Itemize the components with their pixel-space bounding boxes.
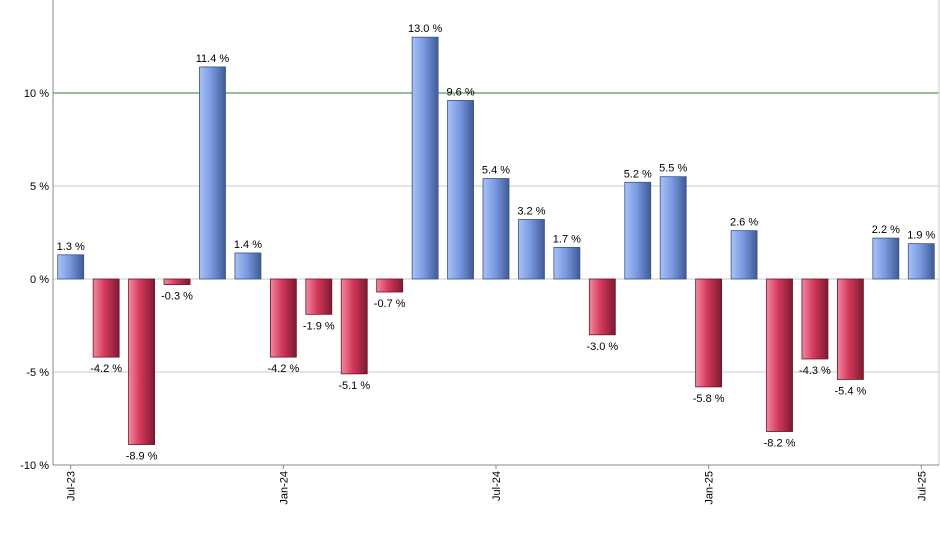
bar xyxy=(482,178,510,280)
bars xyxy=(57,36,935,445)
bar xyxy=(305,278,333,315)
y-tick-label: 0 % xyxy=(30,274,49,286)
y-tick-label: -5 % xyxy=(26,367,49,379)
x-tick-label: Jul-23 xyxy=(66,471,78,501)
bar xyxy=(163,278,191,285)
bar xyxy=(199,66,226,280)
bar xyxy=(801,278,829,360)
y-tick-label: -10 % xyxy=(20,460,49,472)
bar xyxy=(872,237,900,280)
bar-value-label: 3.2 % xyxy=(517,205,545,217)
bar-value-label: -8.9 % xyxy=(126,451,158,463)
x-axis-tick-labels: Jul-23 Jan-24 Jul-24 Jan-25 Jul-25 xyxy=(66,471,929,505)
bar-value-label: -8.2 % xyxy=(764,438,796,450)
bar-value-label: 5.5 % xyxy=(659,163,687,175)
bar xyxy=(234,252,262,280)
bar xyxy=(376,278,404,293)
bar xyxy=(907,243,935,280)
x-tick-label: Jan-25 xyxy=(704,471,716,505)
y-axis-tick-labels: 10 % 5 % 0 % -5 % -10 % xyxy=(20,88,49,472)
bar-value-label: -3.0 % xyxy=(586,341,618,353)
x-tick-label: Jul-24 xyxy=(491,471,503,501)
axes xyxy=(52,0,940,469)
bar-value-label: 9.6 % xyxy=(446,86,474,98)
x-tick-label: Jan-24 xyxy=(278,471,290,505)
bar xyxy=(766,278,793,432)
bar xyxy=(340,278,368,375)
bar-value-label: 1.4 % xyxy=(234,239,262,251)
bar-value-labels: 1.3 % -4.2 % -8.9 % -0.3 % 11.4 % 1.4 % -4.2 %… xyxy=(57,23,936,462)
bar xyxy=(588,278,616,336)
bar-value-label: 1.9 % xyxy=(907,230,935,242)
bar-value-label: 1.3 % xyxy=(57,241,85,253)
bar xyxy=(128,278,156,445)
bar xyxy=(92,278,120,358)
y-tick-label: 10 % xyxy=(24,88,49,100)
bar xyxy=(269,278,297,358)
x-tick-label: Jul-25 xyxy=(916,471,928,501)
bar-value-label: 2.6 % xyxy=(730,217,758,229)
bar-value-label: -4.3 % xyxy=(799,365,831,377)
bar xyxy=(518,219,545,280)
bar-value-label: -4.2 % xyxy=(267,363,299,375)
bar-value-label: 5.4 % xyxy=(482,165,510,177)
bar xyxy=(730,230,758,280)
bar-value-label: 5.2 % xyxy=(624,168,652,180)
bar xyxy=(659,176,687,280)
bar xyxy=(695,278,723,388)
bar xyxy=(447,100,474,280)
bar xyxy=(837,278,864,380)
bar-value-label: -0.3 % xyxy=(161,291,193,303)
bar xyxy=(624,181,652,280)
bar-value-label: 1.7 % xyxy=(553,233,581,245)
bar-value-label: -1.9 % xyxy=(303,320,335,332)
bar-value-label: 2.2 % xyxy=(872,224,900,236)
bar-value-label: -5.1 % xyxy=(338,380,370,392)
bar-value-label: -0.7 % xyxy=(374,298,406,310)
bar xyxy=(57,254,85,280)
bar xyxy=(553,246,581,280)
y-tick-label: 5 % xyxy=(30,181,49,193)
bar-value-label: -4.2 % xyxy=(90,363,122,375)
bar xyxy=(411,36,439,280)
bar-value-label: 13.0 % xyxy=(408,23,442,35)
bar-value-label: -5.4 % xyxy=(835,385,867,397)
bar-value-label: 11.4 % xyxy=(196,53,230,65)
bar-value-label: -5.8 % xyxy=(693,393,725,405)
